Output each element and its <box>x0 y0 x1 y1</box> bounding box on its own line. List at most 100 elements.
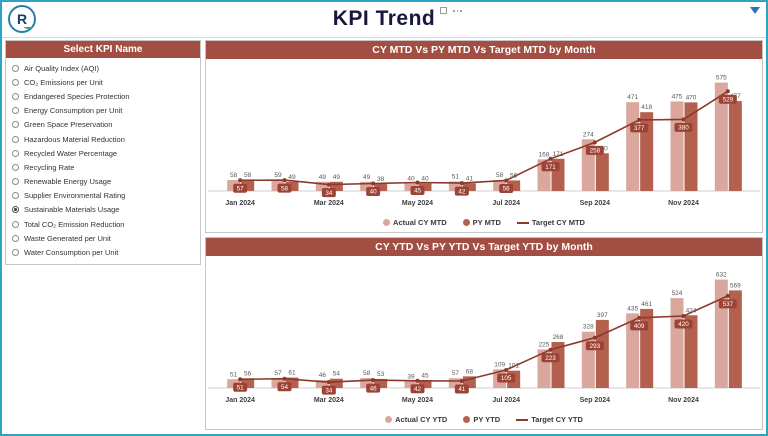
kpi-option[interactable]: Endangered Species Protection <box>10 89 196 103</box>
target-value-label: 45 <box>414 188 422 195</box>
kpi-option[interactable]: Total CO₂ Emission Reduction <box>10 217 196 231</box>
py-bar[interactable] <box>595 319 609 388</box>
kpi-option-label: Green Space Preservation <box>24 120 113 130</box>
py-bar[interactable] <box>684 315 698 388</box>
target-marker <box>548 156 553 161</box>
radio-icon[interactable] <box>12 249 19 257</box>
legend-label: PY YTD <box>473 415 501 424</box>
legend-dot-icon <box>462 219 470 226</box>
mtd-chart-panel: CY MTD Vs PY MTD Vs Target MTD by Month … <box>205 40 763 233</box>
legend-item[interactable]: PY YTD <box>463 415 500 424</box>
py-bar[interactable] <box>329 378 343 388</box>
target-value-label: 51 <box>237 384 245 391</box>
py-bar[interactable] <box>684 102 698 191</box>
py-bar[interactable] <box>241 378 255 388</box>
kpi-option[interactable]: Hazardous Material Reduction <box>10 132 196 146</box>
target-value-label: 42 <box>458 188 466 195</box>
radio-icon[interactable] <box>12 206 19 214</box>
kpi-option-label: Waste Generated per Unit <box>24 233 111 243</box>
actual-bar[interactable] <box>404 381 418 388</box>
target-value-pill <box>277 183 292 193</box>
target-marker <box>681 117 686 122</box>
radio-icon[interactable] <box>12 192 19 200</box>
legend-item[interactable]: Target CY MTD <box>516 218 585 227</box>
kpi-option[interactable]: Supplier Environmental Rating <box>10 189 196 203</box>
radio-icon[interactable] <box>12 234 19 242</box>
py-bar[interactable] <box>374 378 388 388</box>
actual-bar[interactable] <box>448 181 462 191</box>
legend-item[interactable]: Actual CY YTD <box>385 415 447 424</box>
radio-icon[interactable] <box>12 220 19 228</box>
target-marker <box>681 313 686 318</box>
radio-icon[interactable] <box>12 78 19 86</box>
py-bar[interactable] <box>374 183 388 191</box>
bar-value-label: 475 <box>672 93 683 100</box>
py-bar[interactable] <box>507 180 521 191</box>
py-bar[interactable] <box>595 153 609 191</box>
radio-icon[interactable] <box>12 149 19 157</box>
radio-icon[interactable] <box>12 64 19 72</box>
kpi-option[interactable]: Air Quality Index (AQI) <box>10 61 196 75</box>
radio-icon[interactable] <box>12 121 19 129</box>
target-marker <box>504 178 509 183</box>
kpi-option[interactable]: Water Consumption per Unit <box>10 245 196 259</box>
bar-value-label: 569 <box>730 282 741 289</box>
py-bar[interactable] <box>462 376 476 388</box>
radio-icon[interactable] <box>12 135 19 143</box>
actual-bar[interactable] <box>315 181 329 191</box>
legend-item[interactable]: PY MTD <box>462 218 501 227</box>
target-value-pill <box>718 299 737 309</box>
kpi-option[interactable]: Green Space Preservation <box>10 118 196 132</box>
kpi-option[interactable]: Renewable Energy Usage <box>10 175 196 189</box>
actual-bar[interactable] <box>448 378 462 388</box>
py-bar[interactable] <box>462 183 476 191</box>
py-bar[interactable] <box>418 380 432 388</box>
focus-mode-icon[interactable] <box>440 7 447 14</box>
target-marker <box>637 117 642 122</box>
target-value-label: 377 <box>634 125 645 132</box>
py-bar[interactable] <box>418 183 432 191</box>
bar-value-label: 68 <box>466 368 474 375</box>
x-axis-label: Nov 2024 <box>668 200 699 207</box>
target-marker <box>459 378 464 383</box>
target-marker <box>592 335 597 340</box>
bar-value-label: 49 <box>319 174 327 181</box>
target-marker <box>637 315 642 320</box>
py-bar[interactable] <box>285 377 299 388</box>
py-bar[interactable] <box>285 181 299 191</box>
filter-icon[interactable] <box>750 7 760 14</box>
legend-item[interactable]: Target CY YTD <box>516 415 583 424</box>
kpi-option[interactable]: CO₂ Emissions per Unit <box>10 75 196 89</box>
target-value-pill <box>410 384 425 394</box>
kpi-option[interactable]: Sustainable Materials Usage <box>10 203 196 217</box>
py-bar[interactable] <box>640 308 654 388</box>
py-bar[interactable] <box>241 180 255 191</box>
radio-icon[interactable] <box>12 163 19 171</box>
actual-bar[interactable] <box>670 101 684 191</box>
mtd-chart-legend: Actual CY MTD PY MTD Target CY MTD <box>206 217 762 230</box>
radio-icon[interactable] <box>12 178 19 186</box>
bar-value-label: 57 <box>452 370 460 377</box>
py-bar[interactable] <box>728 101 742 191</box>
target-marker <box>415 180 420 185</box>
kpi-option[interactable]: Recycling Rate <box>10 160 196 174</box>
actual-bar[interactable] <box>315 380 329 388</box>
target-value-pill <box>454 384 469 394</box>
actual-bar[interactable] <box>626 102 640 191</box>
actual-bar[interactable] <box>626 313 640 388</box>
radio-icon[interactable] <box>12 107 19 115</box>
actual-bar[interactable] <box>360 181 374 191</box>
py-bar[interactable] <box>728 290 742 388</box>
kpi-option[interactable]: Energy Consumption per Unit <box>10 104 196 118</box>
actual-bar[interactable] <box>360 378 374 388</box>
py-bar[interactable] <box>329 181 343 191</box>
legend-item[interactable]: Actual CY MTD <box>383 218 447 227</box>
kpi-option[interactable]: Recycled Water Percentage <box>10 146 196 160</box>
more-options-icon[interactable] <box>453 9 463 12</box>
target-value-label: 58 <box>281 185 289 192</box>
actual-bar[interactable] <box>714 82 728 191</box>
kpi-option[interactable]: Waste Generated per Unit <box>10 231 196 245</box>
target-value-label: 56 <box>503 186 511 193</box>
actual-bar[interactable] <box>670 298 684 388</box>
radio-icon[interactable] <box>12 92 19 100</box>
